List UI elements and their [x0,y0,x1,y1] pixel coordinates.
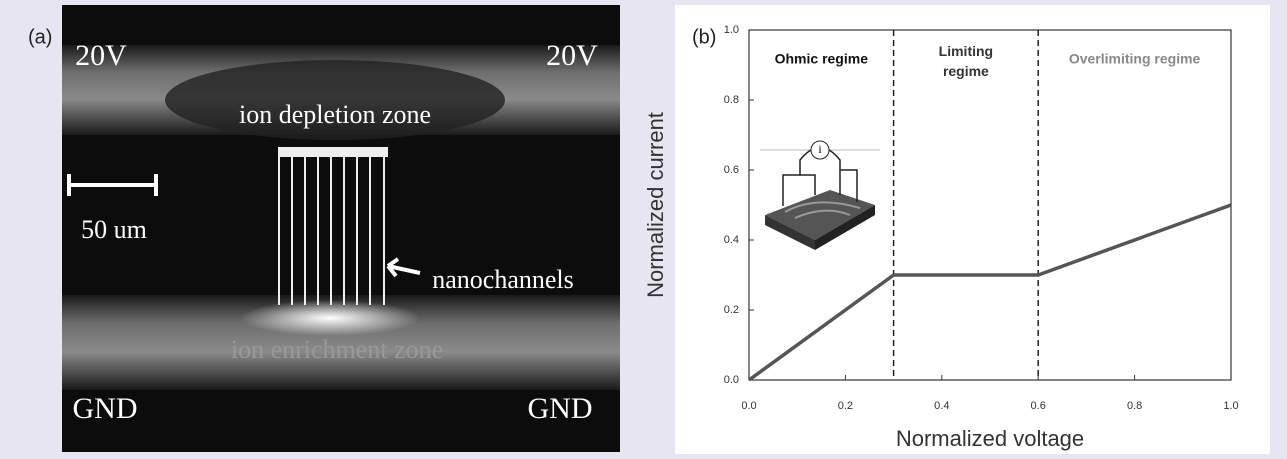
zone-label: ion enrichment zone [231,335,443,364]
y-tick-label: 0.8 [724,94,739,106]
nanochannel-label: nanochannels [432,265,574,294]
y-axis-label: Normalized current [643,112,668,298]
x-tick-label: 0.6 [1031,400,1046,412]
voltage-label: 20V [75,39,127,72]
region-label: Ohmic regime [775,51,869,67]
x-tick-label: 0.8 [1127,400,1142,412]
enrichment-glow [240,300,420,336]
page: (a) 20V 20V ion depletion zone 50 um nan… [0,0,1287,459]
ground-label: GND [73,392,138,425]
y-tick-label: 0.6 [724,164,739,176]
x-axis-label: Normalized voltage [896,426,1084,451]
zone-label: ion depletion zone [239,100,431,129]
figure: (a) 20V 20V ion depletion zone 50 um nan… [0,0,1287,459]
scale-label: 50 um [81,215,147,244]
y-tick-label: 1.0 [724,24,739,36]
y-tick-label: 0.0 [724,374,739,386]
junction [278,147,388,157]
panel-label: (b) [692,26,716,48]
x-tick-label: 0.4 [934,400,949,412]
region-label: Overlimiting regime [1069,51,1201,67]
panel-label: (a) [28,26,52,48]
y-tick-label: 0.4 [724,234,739,246]
x-tick-label: 0.2 [838,400,853,412]
x-tick-label: 1.0 [1223,400,1238,412]
y-tick-label: 0.2 [724,304,739,316]
ground-label: GND [528,392,593,425]
voltage-label: 20V [546,39,598,72]
x-tick-label: 0.0 [741,400,756,412]
